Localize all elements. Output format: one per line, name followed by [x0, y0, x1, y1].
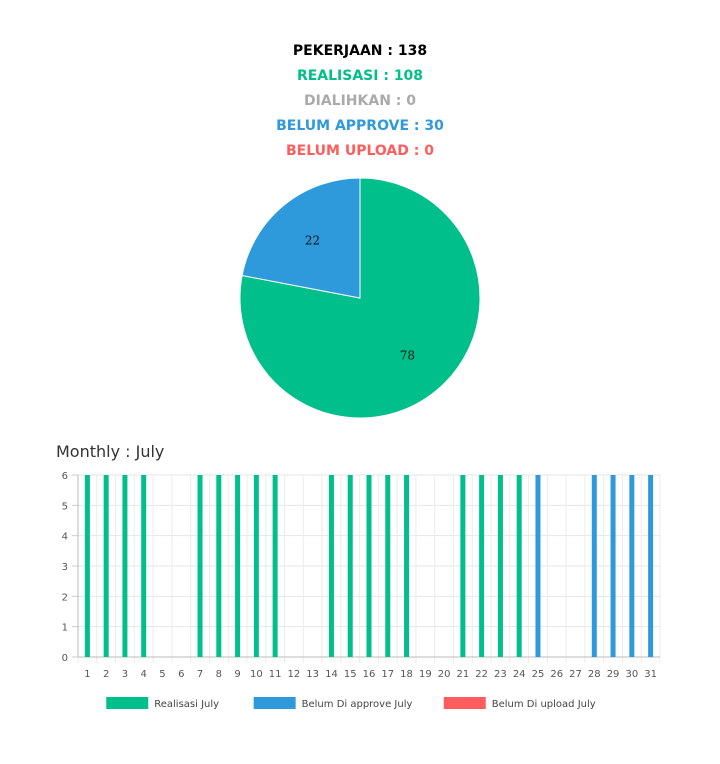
x-tick-label: 9: [234, 669, 240, 680]
bar-belum-di-approve-july-day-25[interactable]: [535, 475, 541, 657]
bar-realisasi-july-day-14[interactable]: [328, 475, 334, 657]
y-tick-label: 6: [62, 471, 68, 482]
bar-realisasi-july-day-1[interactable]: [84, 475, 90, 657]
x-tick-label: 13: [306, 669, 319, 680]
pie-value-label: 78: [400, 348, 415, 362]
y-tick-label: 4: [62, 532, 68, 543]
bar-belum-di-approve-july-day-31[interactable]: [648, 475, 654, 657]
y-tick-label: 1: [62, 623, 68, 634]
total-pekerjaan-label: PEKERJAAN : 138: [292, 43, 428, 59]
bar-realisasi-july-day-15[interactable]: [347, 475, 353, 657]
pie-value-label: 22: [305, 234, 320, 248]
y-tick-label: 0: [62, 653, 68, 664]
x-tick-label: 27: [569, 669, 582, 680]
legend-label[interactable]: Belum Di upload July: [492, 699, 596, 710]
bar-belum-di-approve-july-day-28[interactable]: [591, 475, 597, 657]
bar-realisasi-july-day-23[interactable]: [497, 475, 503, 657]
bar-realisasi-july-day-16[interactable]: [366, 475, 372, 657]
x-tick-label: 30: [625, 669, 638, 680]
x-tick-label: 4: [141, 669, 147, 680]
legend-label[interactable]: Realisasi July: [154, 699, 219, 710]
legend-label[interactable]: Belum Di approve July: [302, 699, 413, 710]
bar-realisasi-july-day-7[interactable]: [197, 475, 203, 657]
legend-swatch[interactable]: [253, 697, 296, 709]
x-tick-label: 17: [381, 669, 394, 680]
bar-realisasi-july-day-17[interactable]: [385, 475, 391, 657]
bar-realisasi-july-day-21[interactable]: [460, 475, 466, 657]
x-tick-label: 3: [122, 669, 128, 680]
bar-realisasi-july-day-9[interactable]: [235, 475, 241, 657]
y-tick-label: 5: [62, 501, 68, 512]
legend-swatch[interactable]: [443, 697, 486, 709]
x-tick-label: 15: [344, 669, 357, 680]
x-tick-label: 25: [532, 669, 545, 680]
bar-realisasi-july-day-11[interactable]: [272, 475, 278, 657]
belum-approve-label: BELUM APPROVE : 30: [276, 118, 444, 134]
bar-realisasi-july-day-10[interactable]: [253, 475, 259, 657]
y-tick-label: 3: [62, 562, 68, 573]
bar-realisasi-july-day-22[interactable]: [479, 475, 485, 657]
bar-realisasi-july-day-3[interactable]: [122, 475, 128, 657]
monthly-title: Monthly : July: [56, 442, 165, 461]
x-tick-label: 11: [269, 669, 282, 680]
bar-realisasi-july-day-18[interactable]: [404, 475, 410, 657]
x-tick-label: 20: [438, 669, 451, 680]
x-tick-label: 16: [363, 669, 376, 680]
x-tick-label: 12: [288, 669, 301, 680]
x-tick-label: 14: [325, 669, 338, 680]
x-tick-label: 29: [607, 669, 620, 680]
x-tick-label: 10: [250, 669, 263, 680]
bar-belum-di-approve-july-day-30[interactable]: [629, 475, 635, 657]
bar-realisasi-july-day-8[interactable]: [216, 475, 222, 657]
x-tick-label: 19: [419, 669, 432, 680]
x-tick-label: 8: [216, 669, 222, 680]
x-tick-label: 22: [475, 669, 488, 680]
belum-upload-label: BELUM UPLOAD : 0: [286, 143, 434, 159]
realisasi-label: REALISASI : 108: [296, 68, 424, 84]
bar-belum-di-approve-july-day-29[interactable]: [610, 475, 616, 657]
x-tick-label: 21: [457, 669, 470, 680]
x-tick-label: 18: [400, 669, 413, 680]
x-tick-label: 7: [197, 669, 203, 680]
x-tick-label: 23: [494, 669, 507, 680]
y-tick-label: 2: [62, 592, 68, 603]
pie-chart: 78 22: [239, 177, 481, 419]
x-tick-label: 31: [644, 669, 657, 680]
x-tick-label: 2: [103, 669, 109, 680]
x-tick-label: 24: [513, 669, 526, 680]
bar-realisasi-july-day-2[interactable]: [103, 475, 109, 657]
x-tick-label: 28: [588, 669, 601, 680]
x-tick-label: 5: [159, 669, 165, 680]
x-tick-label: 6: [178, 669, 184, 680]
dialihkan-label: DIALIHKAN : 0: [304, 93, 416, 109]
x-tick-label: 26: [550, 669, 563, 680]
bar-realisasi-july-day-24[interactable]: [516, 475, 522, 657]
legend-swatch[interactable]: [106, 697, 149, 709]
bar-realisasi-july-day-4[interactable]: [141, 475, 147, 657]
pie-slice-belum-approve[interactable]: [241, 177, 361, 299]
x-tick-label: 1: [84, 669, 90, 680]
